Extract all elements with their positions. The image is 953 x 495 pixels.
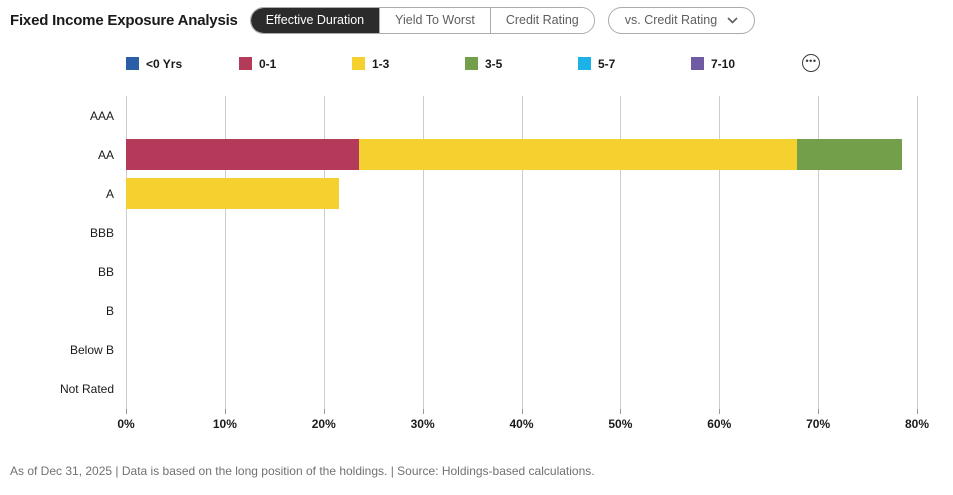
- x-axis-tick-label: 70%: [806, 416, 831, 431]
- stacked-bar: [126, 296, 917, 327]
- stacked-bar: [126, 100, 917, 131]
- page-title: Fixed Income Exposure Analysis: [10, 11, 238, 29]
- chart-row-bbb: [126, 213, 917, 252]
- gridline: [126, 96, 127, 409]
- legend-item: 3-5: [465, 57, 578, 71]
- x-axis-tick: [917, 408, 918, 414]
- legend-item: 7-10: [691, 57, 804, 71]
- y-axis-label: Not Rated: [59, 382, 114, 397]
- chart-row-a: [126, 174, 917, 213]
- plot-area: [126, 96, 918, 409]
- legend-item: 5-7: [578, 57, 691, 71]
- chart-row-below-b: [126, 331, 917, 370]
- legend-item: 1-3: [352, 57, 465, 71]
- x-axis-tick: [719, 408, 721, 414]
- stacked-bar: [126, 217, 917, 248]
- x-axis-tick: [126, 408, 127, 414]
- y-axis-label: BB: [97, 264, 114, 279]
- y-axis-labels: AAA AA A BBB BB B Below B Not Rated: [10, 96, 126, 409]
- x-axis: 0% 10% 20% 30% 40% 50% 60% 70% 80%: [117, 408, 929, 441]
- gridline: [620, 96, 622, 409]
- tab-yield-to-worst[interactable]: Yield To Worst: [379, 7, 490, 33]
- x-axis-tick-label: 30%: [410, 416, 435, 431]
- footnote: As of Dec 31, 2025 | Data is based on th…: [10, 464, 595, 478]
- stacked-bar: [126, 256, 917, 287]
- gridline: [521, 96, 523, 409]
- chevron-down-icon: [727, 16, 738, 24]
- chart-legend: <0 Yrs 0-1 1-3 3-5 5-7 7-10 •••: [126, 54, 826, 72]
- vs-credit-rating-dropdown[interactable]: vs. Credit Rating: [607, 6, 756, 34]
- gridline: [224, 96, 226, 409]
- x-axis-tick-label: 60%: [707, 416, 732, 431]
- gridline: [422, 96, 424, 409]
- legend-label: <0 Yrs: [146, 56, 183, 71]
- dropdown-selected-label: vs. Credit Rating: [624, 13, 718, 27]
- gridline: [323, 96, 325, 409]
- legend-label: 7-10: [711, 56, 736, 71]
- legend-label: 0-1: [259, 56, 277, 71]
- chart-body: AAA AA A BBB BB B Below B Not Rated: [10, 96, 918, 409]
- y-axis-label: AA: [97, 147, 114, 162]
- y-axis-label: B: [105, 304, 114, 319]
- x-axis-tick-label: 80%: [904, 416, 930, 431]
- x-axis-tick: [422, 408, 424, 414]
- x-axis-tick-label: 0%: [117, 416, 135, 431]
- y-axis-label: BBB: [89, 225, 114, 240]
- y-axis-label: A: [105, 186, 114, 201]
- panel-header: Fixed Income Exposure Analysis Effective…: [0, 0, 953, 34]
- ellipsis-icon: •••: [805, 56, 817, 66]
- tab-effective-duration[interactable]: Effective Duration: [250, 7, 380, 33]
- stacked-bar: [126, 178, 917, 210]
- stacked-bar: [126, 335, 917, 366]
- stacked-bar: [126, 374, 917, 405]
- chart-row-b: [126, 291, 917, 330]
- tab-credit-rating[interactable]: Credit Rating: [489, 7, 594, 33]
- gridline: [917, 96, 918, 409]
- legend-swatch-icon: [239, 57, 252, 70]
- x-axis-tick-label: 10%: [212, 416, 237, 431]
- legend-swatch-icon: [352, 57, 365, 70]
- legend-swatch-icon: [691, 57, 704, 70]
- gridline: [818, 96, 820, 409]
- metric-tab-group: Effective Duration Yield To Worst Credit R…: [249, 6, 595, 34]
- bar-segment-1-3[interactable]: [126, 178, 339, 210]
- x-axis-tick-label: 50%: [608, 416, 633, 431]
- x-axis-tick: [818, 408, 820, 414]
- bar-segment-3-5[interactable]: [797, 139, 903, 171]
- legend-swatch-icon: [126, 57, 139, 70]
- legend-swatch-icon: [465, 57, 478, 70]
- legend-item: 0-1: [239, 57, 352, 71]
- legend-item: <0 Yrs: [126, 57, 239, 71]
- legend-label: 3-5: [485, 56, 503, 71]
- chart-row-aaa: [126, 96, 917, 135]
- legend-label: 1-3: [372, 56, 390, 71]
- y-axis-label: Below B: [69, 343, 114, 358]
- x-axis-tick: [323, 408, 325, 414]
- x-axis-tick: [224, 408, 226, 414]
- gridline: [719, 96, 721, 409]
- x-axis-tick: [620, 408, 622, 414]
- more-options-button[interactable]: •••: [802, 54, 820, 72]
- stacked-bar-chart: AAA AA A BBB BB B Below B Not Rated 0% 10% 20% 30%…: [10, 96, 929, 441]
- x-axis-tick-label: 20%: [311, 416, 336, 431]
- chart-row-not-rated: [126, 370, 917, 409]
- y-axis-label: AAA: [89, 108, 114, 123]
- legend-swatch-icon: [578, 57, 591, 70]
- legend-label: 5-7: [598, 56, 616, 71]
- chart-row-aa: [126, 135, 917, 174]
- x-axis-tick: [521, 408, 523, 414]
- bar-segment-1-3[interactable]: [359, 139, 798, 171]
- chart-row-bb: [126, 252, 917, 291]
- bar-segment-0-1[interactable]: [126, 139, 360, 171]
- x-axis-tick-label: 40%: [509, 416, 534, 431]
- stacked-bar: [126, 139, 917, 171]
